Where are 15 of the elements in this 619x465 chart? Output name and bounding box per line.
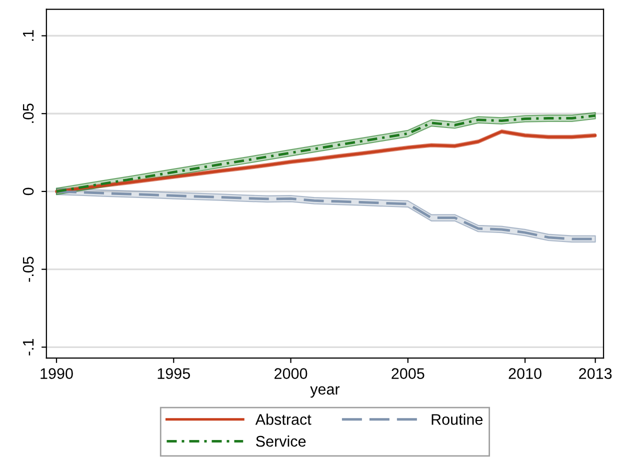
y-tick-label: 0 bbox=[22, 188, 34, 196]
y-tick-label: .05 bbox=[22, 104, 34, 123]
x-tick-label: 2010 bbox=[508, 368, 542, 379]
x-tick-label: 2000 bbox=[274, 368, 308, 379]
x-axis-title: year bbox=[310, 386, 340, 398]
x-tick-label: 1990 bbox=[40, 368, 73, 379]
x-tick-label: 1995 bbox=[158, 368, 190, 379]
y-tick-label: -.1 bbox=[23, 338, 34, 356]
x-tick-label: 2013 bbox=[579, 368, 612, 379]
legend-label: Routine bbox=[432, 414, 483, 425]
legend-label: Service bbox=[256, 436, 306, 447]
y-tick-label: .1 bbox=[23, 30, 34, 41]
x-tick-label: 2005 bbox=[392, 368, 424, 379]
legend-label: Abstract bbox=[255, 414, 312, 425]
y-tick-label: -.05 bbox=[22, 256, 34, 282]
